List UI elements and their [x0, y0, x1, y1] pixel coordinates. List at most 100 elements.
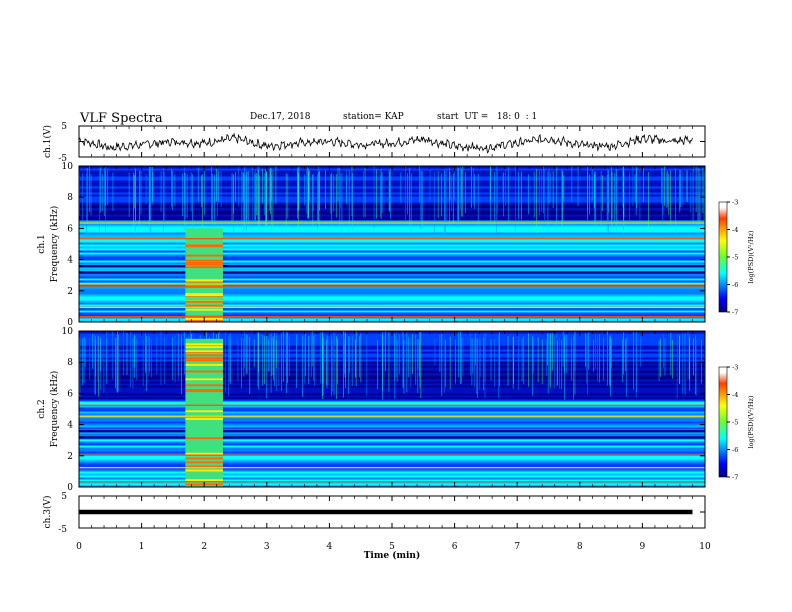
ch2-spectrogram-band: [79, 369, 705, 372]
ch2-spectrogram-band: [79, 465, 705, 468]
ch2-spectrogram-colorbar-tick-label: -4: [732, 391, 738, 399]
ch1-spectrogram-band: [79, 180, 705, 183]
xtick-label: 0: [76, 542, 82, 552]
ch2-spectrogram-band: [79, 367, 705, 370]
ch1-spectrogram-colorbar-tick-label: -3: [732, 199, 738, 207]
ch1-spectrogram-band: [79, 256, 705, 259]
ch2-spectrogram-burst-line: [185, 452, 223, 455]
ch1-spectrogram-ylabel: Frequency (kHz): [49, 206, 60, 283]
ch1-spectrogram-burst-line: [185, 294, 223, 297]
ch2-spectrogram-burst-line: [185, 359, 223, 362]
ch2-spectrogram-band: [79, 341, 705, 344]
ch1-spectrogram-band: [79, 240, 705, 243]
ch1-spectrogram-band: [79, 198, 705, 201]
ch2-spectrogram-burst-line: [185, 469, 223, 472]
ch1-spectrogram-band: [79, 290, 705, 293]
ch1-waveform-ytick-label: -5: [58, 154, 67, 164]
ch2-spectrogram-band: [79, 413, 705, 416]
ch2-spectrogram-band: [79, 421, 705, 424]
ch2-spectrogram-band: [79, 381, 705, 384]
ch2-spectrogram-burst-line: [185, 461, 223, 464]
ch1-spectrogram-colorbar-tick-label: -4: [732, 226, 738, 234]
ch2-spectrogram-band: [79, 361, 705, 364]
ch1-spectrogram-band: [79, 200, 705, 203]
ch1-spectrogram-band: [79, 230, 705, 233]
ch2-spectrogram-band: [79, 351, 705, 354]
ch2-spectrogram-dark-band: [79, 436, 705, 439]
ch2-spectrogram-band: [79, 435, 705, 438]
ch2-spectrogram-burst-line: [185, 343, 223, 346]
ch1-spectrogram-band: [79, 268, 705, 271]
ch2-spectrogram-band: [79, 393, 705, 396]
ch2-spectrogram-colorbar-label: log(PSD)(V²/Hz): [747, 395, 755, 448]
xtick-label: 7: [514, 542, 520, 552]
ch2-spectrogram-band: [79, 337, 705, 340]
ch1-spectrogram-band: [79, 288, 705, 291]
ch2-spectrogram-band: [79, 401, 705, 404]
ch2-spectrogram-band: [79, 417, 705, 420]
ch2-spectrogram-strong-line: [79, 481, 705, 483]
station-label: station= KAP: [343, 112, 404, 122]
ch2-spectrogram-band: [79, 441, 705, 444]
ch2-spectrogram-band: [79, 349, 705, 352]
date-label: Dec.17, 2018: [250, 112, 311, 122]
ch1-spectrogram-colorbar: [718, 201, 728, 313]
ch2-spectrogram-band: [79, 405, 705, 408]
ch1-spectrogram-burst-line: [185, 266, 223, 269]
ch2-spectrogram-band: [79, 383, 705, 386]
ch2-spectrogram-band: [79, 353, 705, 356]
ch1-spectrogram-band: [79, 208, 705, 211]
ch2-spectrogram-dark-band: [79, 377, 705, 380]
ch2-spectrogram-band: [79, 423, 705, 426]
ch2-spectrogram-burst-line: [185, 354, 223, 357]
ch2-spectrogram-ylabel: Frequency (kHz): [49, 371, 60, 448]
ch1-spectrogram-ytick-label: 6: [67, 224, 73, 234]
ch3-waveform-ytick-label: -5: [58, 525, 67, 535]
ch2-spectrogram-band: [79, 379, 705, 382]
ch2-spectrogram-burst-line: [185, 357, 223, 360]
ch1-spectrogram-band: [79, 304, 705, 307]
ch1-spectrogram-ytick-label: 0: [67, 318, 73, 328]
ch2-spectrogram-band: [79, 345, 705, 348]
ch1-spectrogram-burst-line: [185, 308, 223, 311]
ch2-spectrogram-burst-line: [185, 384, 223, 387]
ch1-spectrogram-band: [79, 194, 705, 197]
ch2-spectrogram-band: [79, 365, 705, 368]
ch2-spectrogram-band: [79, 347, 705, 350]
ch1-spectrogram-ytick-label: 8: [67, 193, 73, 203]
ch2-spectrogram-band: [79, 451, 705, 454]
ch1-spectrogram-band: [79, 174, 705, 177]
ch2-spectrogram-band: [79, 461, 705, 464]
ch1-spectrogram-band: [79, 176, 705, 179]
ch1-spectrogram-band: [79, 192, 705, 195]
ch1-spectrogram-band: [79, 228, 705, 231]
ch2-spectrogram-band: [79, 463, 705, 466]
ch2-spectrogram-burst-line: [185, 465, 223, 468]
ch1-spectrogram-burst-line: [185, 244, 223, 247]
ch2-spectrogram-colorbar: [718, 366, 728, 478]
ch2-spectrogram-band: [79, 439, 705, 442]
ch1-spectrogram-band: [79, 190, 705, 193]
ch2-spectrogram-dark-band: [79, 370, 705, 374]
ch1-spectrogram-burst-line: [185, 285, 223, 288]
ch2-spectrogram-band: [79, 453, 705, 456]
ch1-spectrogram-band: [79, 224, 705, 227]
ch1-spectrogram-band: [79, 274, 705, 277]
xtick-label: 1: [139, 542, 145, 552]
ch3-waveform-ylabel: ch.3(V): [42, 496, 53, 529]
xtick-label: 9: [640, 542, 646, 552]
ch1-spectrogram-band: [79, 302, 705, 305]
ch2-spectrogram-band: [79, 433, 705, 436]
ch2-spectrogram-band: [79, 447, 705, 450]
ch2-spectrogram-band: [79, 445, 705, 448]
ch2-spectrogram-band: [79, 427, 705, 430]
ch2-spectrogram-band: [79, 373, 705, 376]
ch2-spectrogram-band: [79, 473, 705, 476]
ch1-spectrogram-dark-band: [79, 271, 705, 274]
figure-title: VLF Spectra: [80, 111, 163, 126]
ch2-spectrogram-band: [79, 395, 705, 398]
ch2-spectrogram-band: [79, 407, 705, 410]
ch2-spectrogram-band: [79, 411, 705, 414]
ch2-spectrogram-colorbar-tick-label: -5: [732, 419, 738, 427]
